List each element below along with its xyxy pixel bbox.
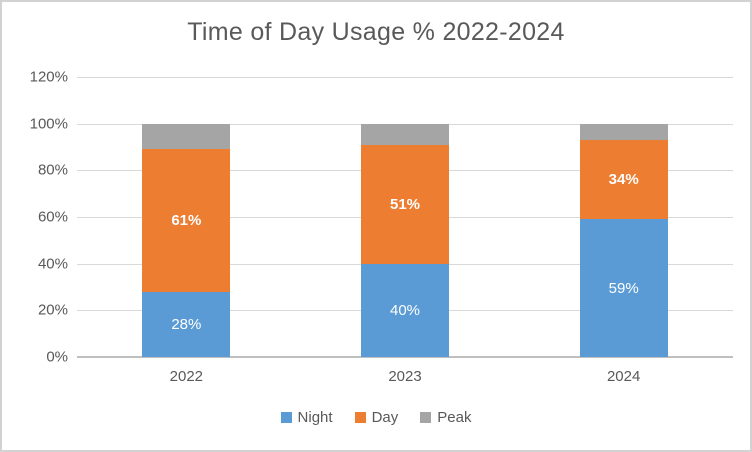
legend-label: Peak (437, 409, 472, 426)
bar-group-2024: 34% 59% (579, 123, 668, 357)
legend: Night Day Peak (2, 409, 750, 426)
gridline (77, 77, 733, 78)
bar-segment-night-2024[interactable]: 59% (579, 219, 668, 357)
bar-group-2023: 51% 40% (361, 123, 449, 357)
bar-segment-peak-2022[interactable] (142, 123, 231, 150)
bar-segment-night-2023[interactable]: 40% (361, 263, 449, 357)
bar-segment-day-2023[interactable]: 51% (361, 144, 449, 264)
bar-segment-peak-2024[interactable] (579, 123, 668, 141)
bar-segment-day-2024[interactable]: 34% (579, 140, 668, 220)
legend-label: Day (371, 409, 399, 426)
y-axis-tick-label: 100% (29, 115, 68, 133)
y-axis-tick-label: 80% (37, 161, 68, 179)
x-axis-tick-label-2024: 2024 (606, 368, 641, 385)
legend-label: Night (297, 409, 333, 426)
data-label-day-2023: 51% (389, 195, 421, 213)
y-axis-tick-label: 20% (37, 301, 68, 319)
bar-segment-night-2022[interactable]: 28% (142, 291, 231, 357)
data-label-day-2024: 34% (608, 171, 639, 189)
y-axis-tick-label: 40% (37, 255, 68, 273)
y-axis-tick-label: 60% (37, 208, 68, 226)
data-label-day-2022: 61% (171, 212, 202, 229)
bar-segment-peak-2023[interactable] (361, 123, 449, 145)
x-axis-line (77, 356, 733, 358)
bar-segment-day-2022[interactable]: 61% (142, 149, 231, 292)
x-axis-labels: 2022 2023 2024 (77, 368, 733, 390)
legend-item-peak[interactable]: Peak (420, 409, 471, 426)
plot-area: 61% 28% 51% 40% 34% 59% (77, 77, 733, 358)
data-label-night-2024: 59% (608, 279, 639, 297)
legend-swatch-icon (280, 412, 292, 423)
y-axis-labels: 0% 20% 40% 60% 80% 100% 120% (2, 69, 68, 366)
data-label-night-2022: 28% (171, 315, 202, 333)
legend-item-night[interactable]: Night (280, 409, 333, 426)
legend-item-day[interactable]: Day (354, 409, 399, 426)
x-axis-tick-label-2023: 2023 (388, 368, 422, 385)
legend-swatch-icon (420, 412, 432, 423)
chart-title: Time of Day Usage % 2022-2024 (187, 18, 565, 46)
legend-swatch-icon (354, 412, 366, 423)
data-label-night-2023: 40% (389, 301, 421, 319)
y-axis-tick-label: 0% (46, 348, 68, 366)
x-axis-tick-label-2022: 2022 (169, 368, 204, 385)
y-axis-tick-label: 120% (29, 68, 68, 86)
bar-group-2022: 61% 28% (142, 123, 231, 357)
